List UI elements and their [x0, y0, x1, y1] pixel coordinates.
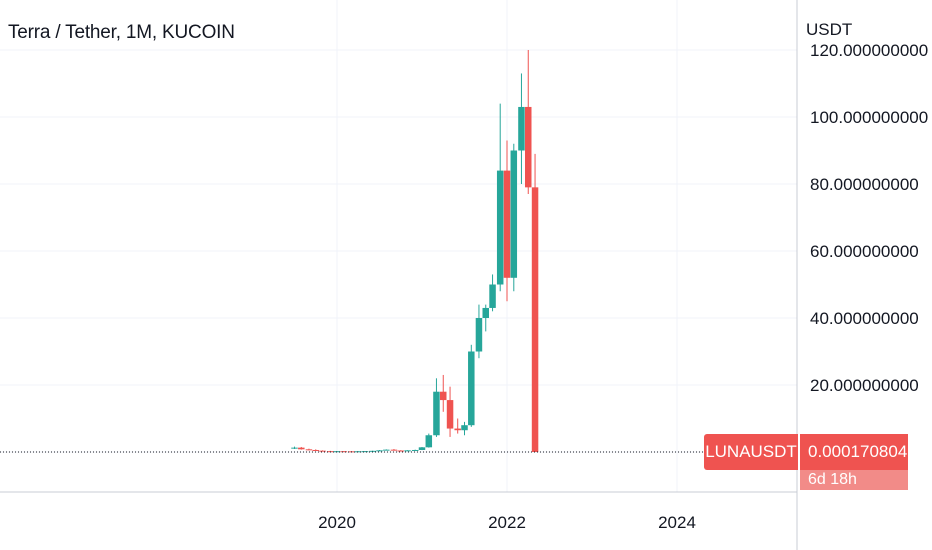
candle-body [489, 284, 496, 308]
candle-body [390, 449, 398, 451]
candle-body [340, 451, 348, 453]
time-axis-labels[interactable]: 2020 2022 2024 [318, 513, 696, 532]
last-price-badge: LUNAUSDT 0.000170804 6d 18h [704, 434, 908, 490]
price-axis-unit[interactable]: USDT [806, 20, 853, 39]
candle-body [475, 318, 483, 352]
candle-body [461, 425, 468, 431]
candle-body [355, 451, 362, 453]
y-tick-label: 120.000000000 [810, 41, 928, 60]
y-tick-label: 100.000000000 [810, 108, 928, 127]
candle-body [425, 435, 433, 448]
y-tick-label: 40.000000000 [810, 309, 919, 328]
candle-body [361, 451, 369, 453]
candle-body [369, 450, 376, 452]
candle-body [404, 450, 411, 452]
candle-body [305, 449, 313, 451]
candle-body [298, 447, 305, 450]
candle-body [397, 450, 404, 452]
symbol-label: LUNAUSDT [704, 434, 798, 470]
candle-body [312, 449, 319, 451]
candle-body [418, 447, 426, 450]
candle-body [525, 106, 532, 188]
candle-body [503, 170, 511, 278]
chart-title: Terra / Tether, 1M, KUCOIN [8, 22, 235, 43]
bar-countdown: 6d 18h [800, 470, 908, 490]
candle-body [454, 428, 461, 431]
candle-body [518, 106, 525, 151]
candle-body [482, 307, 489, 318]
candle-body [433, 391, 440, 436]
candle-body [291, 447, 298, 449]
candle-body [319, 450, 326, 452]
candle-body [440, 391, 447, 401]
x-tick-label: 2020 [318, 513, 356, 532]
candle-body [531, 187, 539, 452]
candle-body [446, 400, 454, 429]
y-tick-label: 60.000000000 [810, 242, 919, 261]
last-price-value: 0.000170804 [800, 434, 908, 470]
y-tick-label: 80.000000000 [810, 175, 919, 194]
candle-body [468, 351, 475, 426]
candle-body [376, 450, 383, 452]
candle-body [510, 150, 518, 278]
price-axis-labels[interactable]: 120.000000000 100.000000000 80.000000000 60… [810, 41, 928, 395]
x-tick-label: 2022 [488, 513, 526, 532]
horizontal-gridlines [0, 49, 797, 453]
x-tick-label: 2024 [658, 513, 696, 532]
candle-body [411, 449, 419, 451]
candle-body [383, 449, 390, 451]
candle-body [496, 170, 504, 285]
y-tick-label: 20.000000000 [810, 376, 919, 395]
